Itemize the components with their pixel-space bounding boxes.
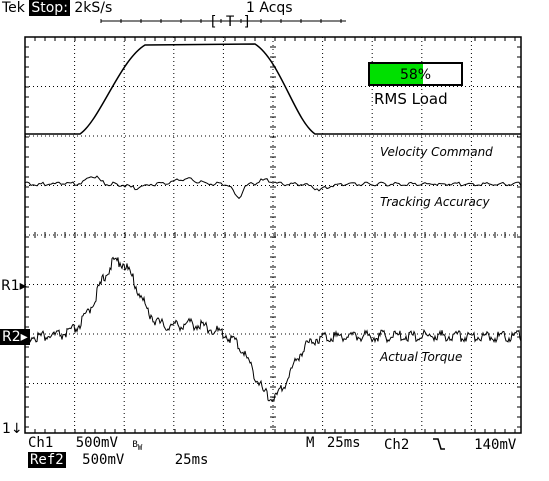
falling-edge-icon <box>432 438 445 450</box>
tracking-accuracy-label: Tracking Accuracy <box>380 195 490 209</box>
rms-load-percent: 58% <box>399 67 432 83</box>
timebase-label: M <box>306 435 315 451</box>
ch1-label: Ch1 <box>28 435 54 451</box>
velocity-trace <box>25 43 521 135</box>
trigger-readout[interactable]: Ch2 140mV <box>384 435 516 453</box>
brand-label: Tek <box>2 0 25 16</box>
trigger-channel: Ch2 <box>384 437 410 453</box>
rms-load-label: RMS Load <box>374 90 448 108</box>
timebase-readout[interactable]: M 25ms <box>306 435 361 451</box>
trigger-position-marker[interactable]: [ T ] <box>209 14 252 30</box>
ref2-marker[interactable]: R2▸ <box>0 329 30 345</box>
timebase-value: 25ms <box>326 435 361 451</box>
ch1-readout[interactable]: Ch1 500mV BW <box>28 435 142 456</box>
actual-torque-label: Actual Torque <box>380 350 463 364</box>
trigger-level: 140mV <box>474 437 517 453</box>
ref2-readout[interactable]: Ref2 500mV 25ms <box>28 452 208 468</box>
status-bar: Tek Stop: 2kS/s <box>2 0 112 16</box>
acquisition-state[interactable]: Stop: <box>29 0 70 16</box>
waveform-traces <box>24 43 522 403</box>
ref2-time: 25ms <box>174 452 209 468</box>
rms-load-bar-fill <box>370 64 423 84</box>
sample-rate: 2kS/s <box>74 0 113 16</box>
ch1-ground-marker[interactable]: 1↓ <box>2 421 23 437</box>
tracking-trace <box>24 175 522 200</box>
ref2-scale: 500mV <box>82 452 125 468</box>
ref2-label: Ref2 <box>28 452 66 468</box>
bandwidth-limit-icon: BW <box>132 440 143 452</box>
rms-load-bar: 58% <box>368 62 463 86</box>
torque-trace <box>24 256 522 403</box>
acquisition-count: 1 Acqs <box>246 0 293 16</box>
graticule-grid <box>24 19 522 434</box>
ch1-scale: 500mV <box>75 435 118 451</box>
velocity-command-label: Velocity Command <box>380 145 493 159</box>
ref1-marker[interactable]: R1▸ <box>1 278 27 294</box>
